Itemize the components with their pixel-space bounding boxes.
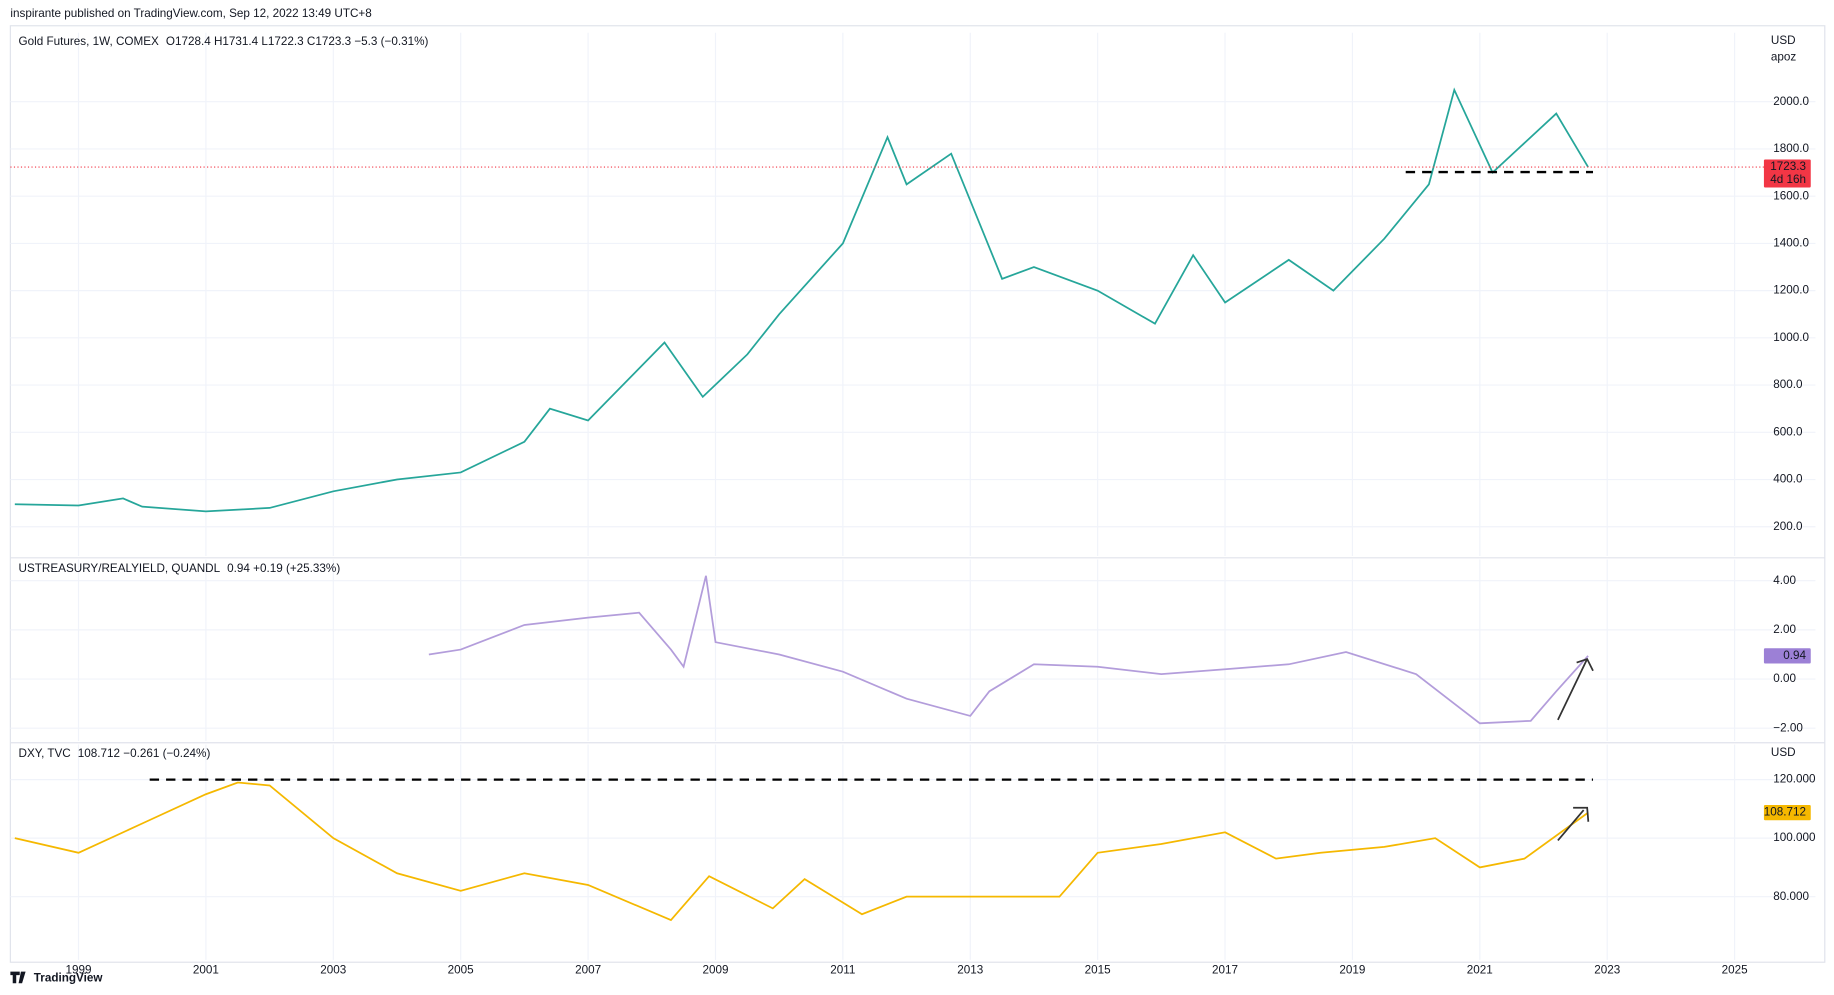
x-tick-label: 2003 <box>320 964 346 977</box>
brand: TradingView <box>34 972 104 985</box>
y-tick-label: 0.00 <box>1773 672 1796 685</box>
x-tick-label: 2007 <box>575 964 601 977</box>
x-tick-label: 2011 <box>830 964 855 977</box>
legend-title: DXY, TVC <box>19 747 71 760</box>
last-value-tag <box>1763 805 1811 821</box>
drawings <box>149 170 1594 842</box>
x-tick-label: 2015 <box>1085 964 1112 977</box>
legend-values: 108.712 −0.261 (−0.24%) <box>78 747 211 760</box>
last-value-tag <box>1763 159 1811 188</box>
y-tick-label: 2000.0 <box>1773 95 1809 108</box>
x-tick-label: 2019 <box>1339 964 1365 977</box>
y-tick-label: 1600.0 <box>1773 189 1809 202</box>
legend-values: O1728.4 H1731.4 L1722.3 C1723.3 −5.3 (−0… <box>166 35 429 48</box>
last-value-label: 1723.3 <box>1770 160 1806 173</box>
y-tick-label: 80.000 <box>1773 890 1809 903</box>
x-tick-label: 2025 <box>1722 964 1749 977</box>
legend-title: USTREASURY/REALYIELD, QUANDL <box>19 562 221 575</box>
y-tick-label: 1800.0 <box>1773 142 1809 155</box>
y-tick-label: −2.00 <box>1773 721 1803 734</box>
last-value-label: 0.94 <box>1783 649 1806 662</box>
last-value-tag <box>1763 648 1811 664</box>
series-line <box>14 781 1589 922</box>
x-tick-label: 2021 <box>1467 964 1493 977</box>
series-line <box>14 87 1589 513</box>
series-line <box>428 575 1589 725</box>
last-value-label: 108.712 <box>1764 806 1806 819</box>
countdown: 4d 16h <box>1770 173 1806 186</box>
x-tick-label: 2023 <box>1594 964 1620 977</box>
y-tick-label: 1000.0 <box>1773 331 1809 344</box>
trend-arrow <box>1557 806 1590 842</box>
frame <box>9 25 1826 963</box>
legend-title: Gold Futures, 1W, COMEX <box>19 35 159 48</box>
y-tick-label: 4.00 <box>1773 574 1796 587</box>
x-tick-label: 2005 <box>448 964 475 977</box>
x-tick-label: 2009 <box>702 964 728 977</box>
y-tick-label: 1400.0 <box>1773 236 1809 249</box>
y-tick-label: 400.0 <box>1773 473 1803 486</box>
x-tick-label: 2001 <box>193 964 219 977</box>
x-tick-label: 2017 <box>1212 964 1238 977</box>
trend-arrow <box>1557 657 1594 721</box>
x-tick-label: 2013 <box>957 964 983 977</box>
y-tick-label: 2.00 <box>1773 623 1796 636</box>
x-tick-label: 1999 <box>66 964 92 977</box>
y-tick-label: 200.0 <box>1773 520 1803 533</box>
axis-unit: USD <box>1771 746 1796 759</box>
y-tick-label: 120.000 <box>1773 773 1816 786</box>
axis-unit: USD <box>1771 34 1796 47</box>
y-tick-label: 100.000 <box>1773 831 1816 844</box>
axis-unit: apoz <box>1771 50 1797 63</box>
legend-values: 0.94 +0.19 (+25.33%) <box>227 562 340 575</box>
y-tick-label: 1200.0 <box>1773 284 1809 297</box>
publish-note: inspirante published on TradingView.com,… <box>10 7 371 20</box>
logo <box>10 971 26 984</box>
y-tick-label: 800.0 <box>1773 378 1803 391</box>
y-tick-label: 600.0 <box>1773 425 1803 438</box>
